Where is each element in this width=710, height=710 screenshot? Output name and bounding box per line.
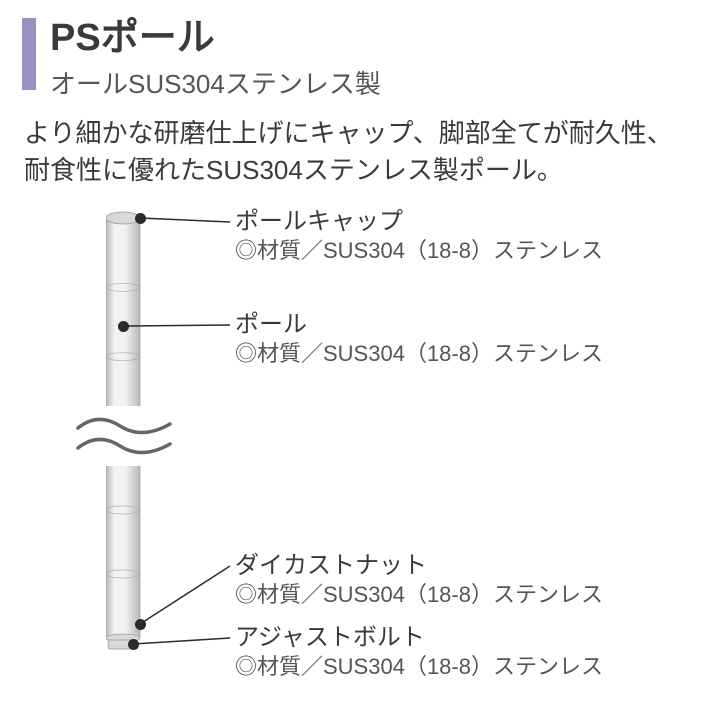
- accent-bar: [22, 18, 36, 90]
- callout-title-pole: ポール: [235, 311, 603, 340]
- break-mark: [70, 406, 180, 466]
- header: PSポール オールSUS304ステンレス製: [0, 0, 710, 101]
- callout-material-adjust-bolt: ◎材質／SUS304（18-8）ステンレス: [235, 653, 603, 682]
- callout-adjust-bolt: アジャストボルト◎材質／SUS304（18-8）ステンレス: [235, 624, 603, 681]
- callout-material-diecast-nut: ◎材質／SUS304（18-8）ステンレス: [235, 581, 603, 610]
- page-subtitle: オールSUS304ステンレス製: [50, 64, 381, 101]
- description-text: より細かな研磨仕上げにキャップ、脚部全てが耐久性、耐食性に優れたSUS304ステ…: [0, 101, 710, 190]
- callout-title-cap: ポールキャップ: [235, 208, 603, 237]
- callout-material-cap: ◎材質／SUS304（18-8）ステンレス: [235, 237, 603, 266]
- callout-material-pole: ◎材質／SUS304（18-8）ステンレス: [235, 340, 603, 369]
- diagram-area: ポールキャップ◎材質／SUS304（18-8）ステンレスポール◎材質／SUS30…: [0, 206, 710, 686]
- callout-diecast-nut: ダイカストナット◎材質／SUS304（18-8）ステンレス: [235, 552, 603, 609]
- callout-title-diecast-nut: ダイカストナット: [235, 552, 603, 581]
- callout-title-adjust-bolt: アジャストボルト: [235, 624, 603, 653]
- page-title: PSポール: [50, 18, 381, 60]
- callout-pole: ポール◎材質／SUS304（18-8）ステンレス: [235, 311, 603, 368]
- callout-cap: ポールキャップ◎材質／SUS304（18-8）ステンレス: [235, 208, 603, 265]
- title-block: PSポール オールSUS304ステンレス製: [50, 18, 381, 101]
